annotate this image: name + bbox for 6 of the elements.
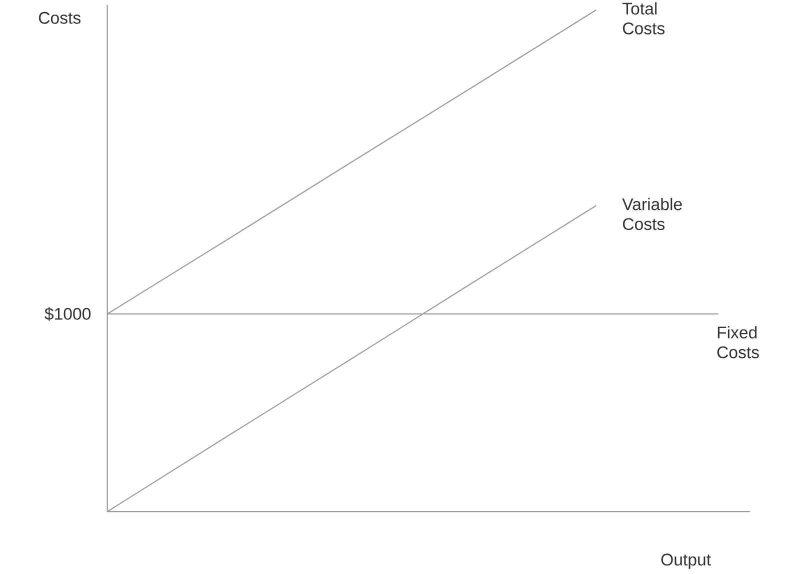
series-label: Fixed Costs (717, 326, 759, 358)
series-label: Total Costs (622, 2, 665, 34)
y-axis-title: Costs (38, 12, 81, 24)
x-axis-title: Output (661, 554, 711, 569)
text: $1000 (44, 307, 91, 321)
series-label: Variable Costs (622, 198, 682, 230)
